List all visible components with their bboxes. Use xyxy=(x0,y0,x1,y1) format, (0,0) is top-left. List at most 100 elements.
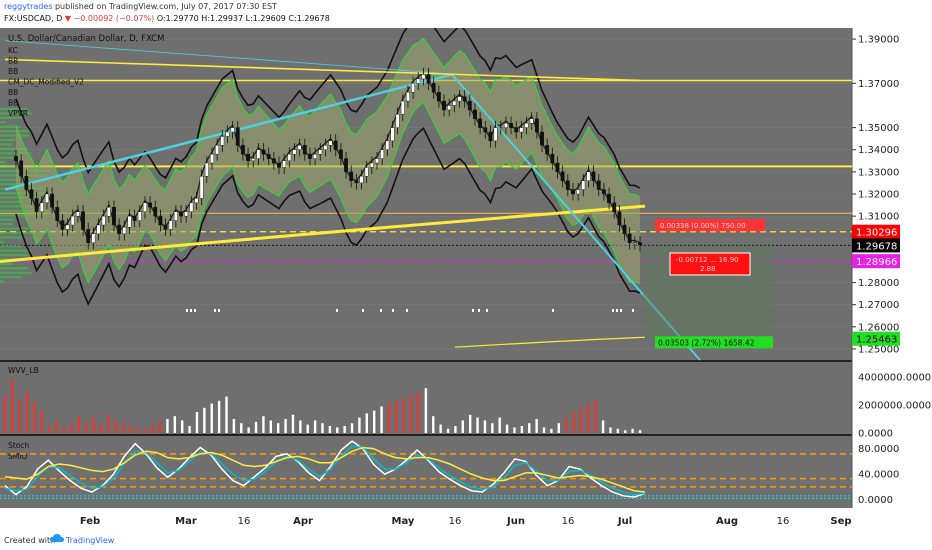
time-axis-background xyxy=(0,508,932,532)
volume-bar xyxy=(380,406,383,433)
volume-bar xyxy=(336,427,339,433)
candle xyxy=(467,100,472,111)
indicator-label: BB xyxy=(8,99,18,108)
candle xyxy=(581,180,586,190)
x-tick-label: 16 xyxy=(238,516,251,527)
indicator-label: KC xyxy=(8,46,18,55)
candle xyxy=(308,153,312,159)
price-axis-background xyxy=(852,28,932,532)
candle xyxy=(462,96,467,102)
candle xyxy=(488,131,493,142)
y-tick-label: 1.39000 xyxy=(858,35,899,46)
position-box-target xyxy=(655,336,773,349)
vpvr-bar xyxy=(0,227,28,230)
chart-header: reggytrades published on TradingView.com… xyxy=(0,0,932,28)
tradingview-brand-link[interactable]: TradingView xyxy=(66,536,115,545)
volume-bar xyxy=(358,417,361,433)
volume-bar xyxy=(601,420,605,433)
volume-bar xyxy=(99,424,103,433)
volume-bar xyxy=(276,423,280,433)
volume-bar xyxy=(129,426,132,433)
yellow-trendline xyxy=(4,58,641,82)
candle xyxy=(117,224,122,235)
volume-bar xyxy=(55,420,58,433)
volume-bar xyxy=(107,414,110,433)
publish-info: published on TradingView.com, July 07, 2… xyxy=(54,2,277,11)
candle xyxy=(411,83,415,93)
signal-dot xyxy=(552,309,554,312)
signal-dot xyxy=(486,309,488,312)
candle xyxy=(282,160,287,168)
x-tick-label: Aug xyxy=(716,516,738,527)
y-tick-label: 1.27000 xyxy=(858,300,899,311)
chart-area[interactable]: 0.00338 (0.00%) 750.00 -0.00712 ... 16.90… xyxy=(0,10,932,532)
volume-bar xyxy=(306,424,309,433)
candle xyxy=(246,153,250,162)
volume-bar xyxy=(92,417,95,433)
candle xyxy=(359,176,364,184)
vpvr-bar xyxy=(0,143,13,146)
vpvr-bar xyxy=(0,183,31,186)
volume-bar xyxy=(594,399,597,433)
volume-bar xyxy=(62,427,66,433)
channel-upper-line xyxy=(15,10,641,189)
signal-dot xyxy=(392,309,394,312)
candle xyxy=(19,160,24,177)
candle xyxy=(519,127,524,133)
candle xyxy=(509,122,513,128)
vpvr-bar xyxy=(0,112,32,115)
candle xyxy=(14,156,18,162)
volume-bar xyxy=(395,400,398,433)
volume-bar xyxy=(616,428,620,433)
candle xyxy=(313,153,318,159)
volume-bar xyxy=(535,419,538,433)
candle xyxy=(60,220,65,230)
volume-bar xyxy=(387,403,391,433)
signal-dot xyxy=(380,309,382,312)
stoch-tick-label: 0.0000 xyxy=(858,495,893,506)
volume-bar xyxy=(151,424,154,433)
volume-title: WVV_LB xyxy=(8,366,39,375)
candle xyxy=(627,233,632,243)
vpvr-bar xyxy=(0,200,23,204)
volume-bar xyxy=(402,398,405,433)
signal-dot xyxy=(632,309,634,312)
signal-dot xyxy=(478,309,480,312)
author-link[interactable]: reggytrades xyxy=(4,2,53,11)
candle xyxy=(225,131,230,137)
candle xyxy=(473,109,477,119)
candle xyxy=(235,127,240,146)
vpvr-bar xyxy=(0,147,28,150)
volume-bar xyxy=(85,421,88,433)
stoch-tick-label: 80.0000 xyxy=(858,444,899,455)
candle xyxy=(220,136,225,146)
candle xyxy=(612,202,617,212)
candle xyxy=(86,229,91,243)
candle xyxy=(323,145,328,150)
volume-bar xyxy=(424,388,428,433)
candle xyxy=(81,211,85,230)
vpvr-bar xyxy=(0,107,28,111)
volume-bar xyxy=(609,427,612,433)
candle xyxy=(179,211,183,217)
candle xyxy=(158,215,163,226)
candle xyxy=(550,153,555,164)
volume-bar xyxy=(328,426,332,433)
candle xyxy=(571,189,575,195)
volume-bar xyxy=(195,412,199,433)
volume-bar xyxy=(291,414,295,433)
volume-bar xyxy=(247,427,250,433)
candle xyxy=(96,224,101,235)
volume-bar xyxy=(121,423,125,433)
volume-bar xyxy=(321,423,324,433)
volume-bar xyxy=(203,407,206,433)
candle xyxy=(287,153,292,162)
vpvr-bar xyxy=(0,253,29,257)
volume-bar xyxy=(313,420,317,433)
volume-bar xyxy=(232,419,236,433)
signal-dot xyxy=(362,309,364,312)
price-label-box xyxy=(852,254,900,269)
volume-bar xyxy=(432,416,435,433)
candle xyxy=(65,224,70,230)
vpvr-bar xyxy=(0,134,30,137)
